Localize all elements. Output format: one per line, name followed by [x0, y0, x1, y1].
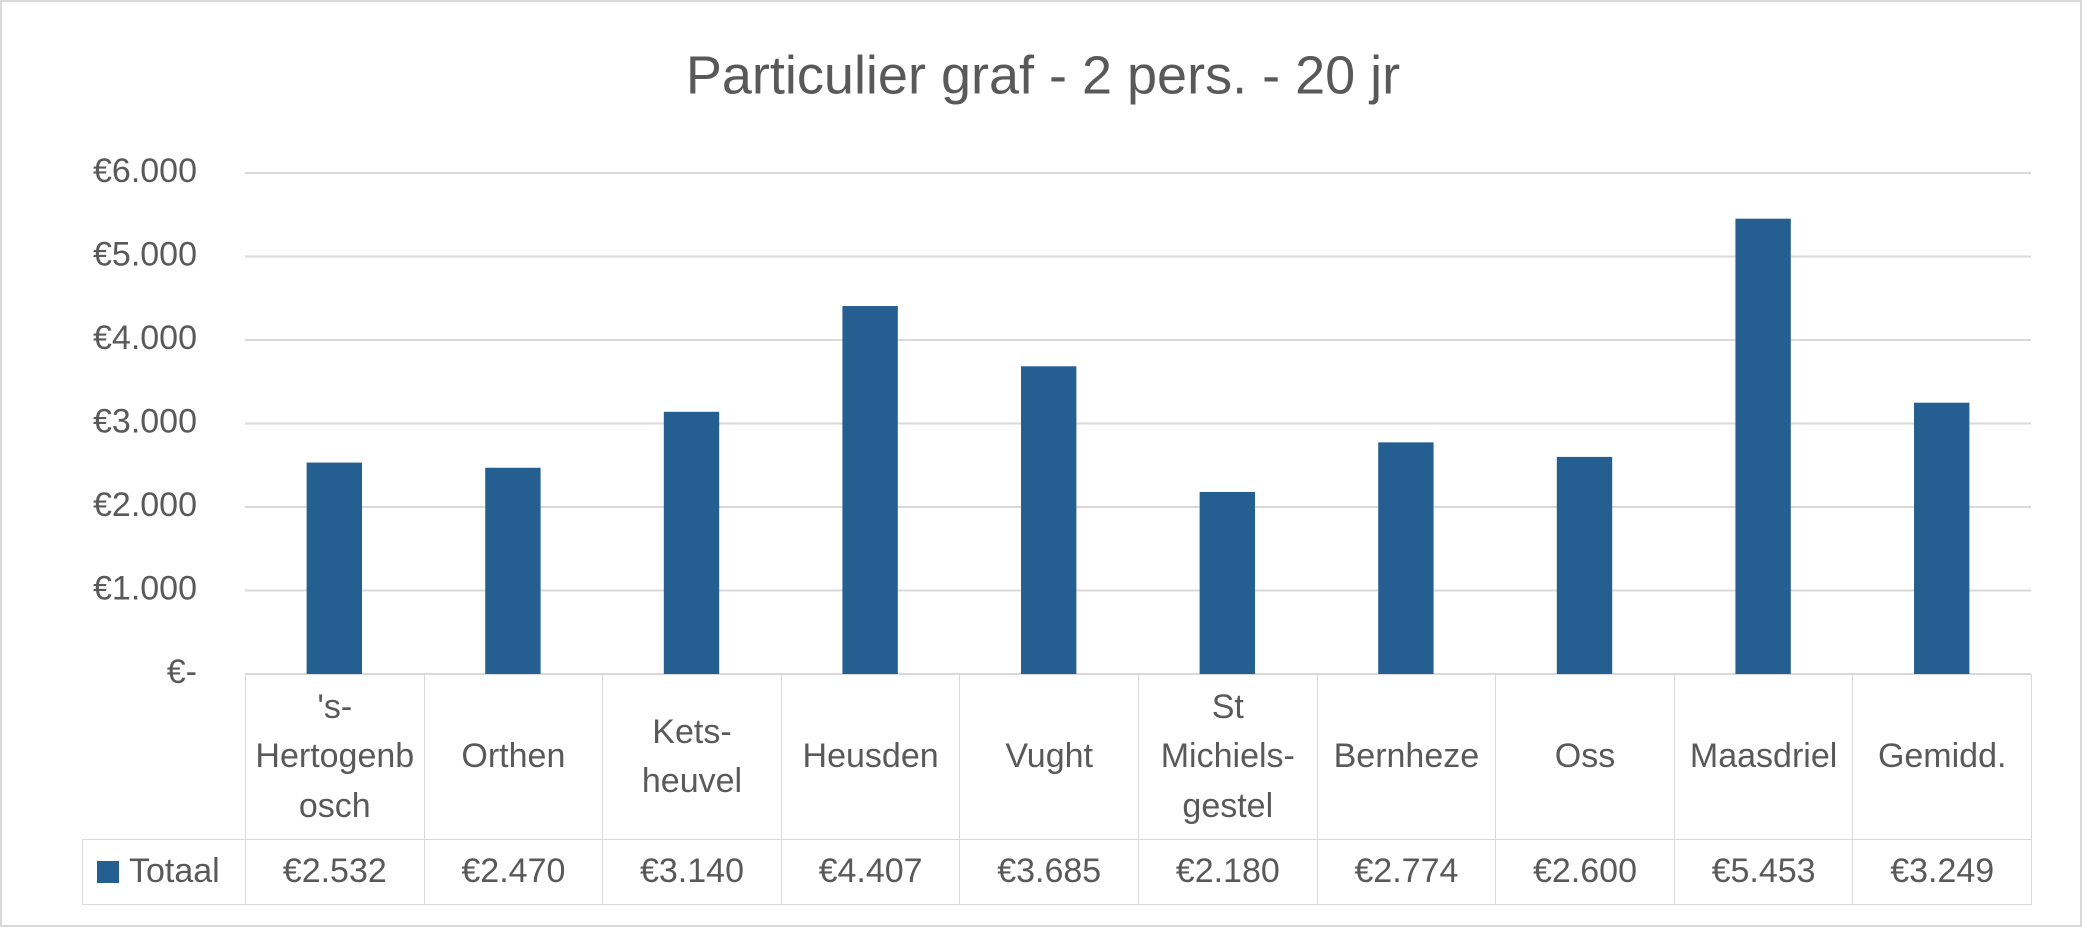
legend-entry: Totaal [82, 839, 246, 905]
bar [1199, 491, 1255, 674]
bar [1735, 218, 1791, 674]
y-tick-label: €- [167, 653, 197, 691]
x-tick-label: Vught [959, 674, 1139, 840]
y-tick-label: €1.000 [93, 569, 197, 607]
bar [663, 411, 720, 674]
x-tick-label: St Michiels-gestel [1138, 674, 1318, 840]
data-table-value: €3.140 [602, 839, 782, 905]
data-table-value: €2.532 [245, 839, 425, 905]
chart-title: Particulier graf - 2 pers. - 20 jr [686, 45, 1400, 105]
y-tick-label: €2.000 [93, 486, 197, 524]
y-tick-label: €5.000 [93, 235, 197, 273]
y-tick-label: €4.000 [93, 319, 197, 357]
data-table-value: €4.407 [780, 839, 961, 905]
legend-label: Totaal [129, 852, 220, 891]
bar [842, 306, 898, 674]
x-tick-label: Kets-heuvel [602, 674, 782, 840]
data-table-value: €2.470 [423, 839, 604, 905]
data-table-value: €2.600 [1495, 839, 1675, 905]
y-tick-label: €6.000 [93, 152, 197, 190]
x-tick-label: Orthen [423, 674, 604, 840]
bar [306, 462, 362, 674]
data-table-value: €3.249 [1852, 839, 2032, 905]
x-tick-label: Maasdriel [1673, 674, 1854, 840]
bar [1914, 402, 1970, 674]
x-tick-label: 's-Hertogenbosch [245, 674, 425, 840]
x-tick-label: Bernheze [1316, 674, 1497, 840]
data-table-value: €2.180 [1138, 839, 1318, 905]
x-tick-label: Heusden [780, 674, 961, 840]
data-table-value: €2.774 [1316, 839, 1497, 905]
y-tick-label: €3.000 [93, 402, 197, 440]
data-table-value: €5.453 [1673, 839, 1854, 905]
legend-swatch [97, 861, 119, 883]
bar [485, 467, 541, 674]
x-tick-label: Gemidd. [1852, 674, 2032, 840]
x-tick-label: Oss [1495, 674, 1675, 840]
bar [1021, 366, 1077, 674]
bar [1378, 442, 1434, 674]
data-table-value: €3.685 [959, 839, 1139, 905]
bar [1556, 456, 1613, 674]
